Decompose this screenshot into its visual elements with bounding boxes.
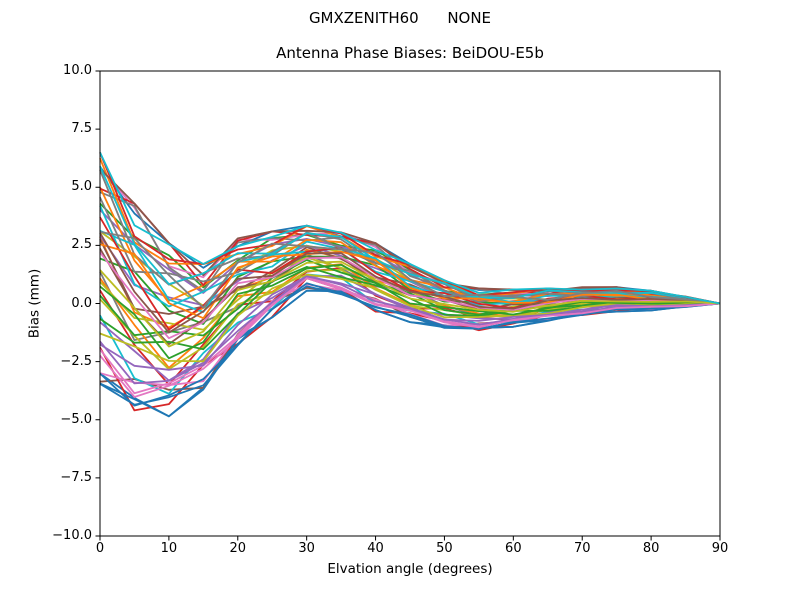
axes-spines <box>99 70 721 537</box>
bias-line <box>99 282 721 407</box>
x-tick-label: 90 <box>711 541 729 556</box>
figure-suptitle: GMXZENITH60 NONE <box>308 9 492 27</box>
bias-line <box>99 277 721 398</box>
y-tick-label: 0.0 <box>71 295 92 311</box>
bias-line <box>99 167 721 305</box>
bias-line <box>99 243 721 320</box>
bias-line <box>99 231 721 309</box>
y-tick-label: −7.5 <box>60 469 92 485</box>
x-tick-label: 80 <box>642 541 660 556</box>
x-tick-label: 50 <box>436 541 453 556</box>
bias-line <box>99 152 721 305</box>
axes-title: Antenna Phase Biases: BeiDOU-E5b <box>276 44 544 62</box>
y-tick-label: 5.0 <box>71 179 92 195</box>
bias-line <box>99 289 721 418</box>
axis-ticks <box>95 70 721 541</box>
x-tick-label: 60 <box>505 541 522 556</box>
y-tick-label: 7.5 <box>71 121 92 137</box>
x-tick-label: 10 <box>160 541 178 556</box>
bias-line <box>99 165 721 305</box>
y-tick-label: 2.5 <box>71 237 92 253</box>
y-tick-label: −10.0 <box>52 528 92 543</box>
bias-line <box>99 232 721 334</box>
bias-line <box>99 275 721 371</box>
x-tick-label: 70 <box>573 541 591 556</box>
y-tick-label: −2.5 <box>60 353 92 369</box>
x-tick-label: 40 <box>367 541 384 556</box>
y-tick-label: 10.0 <box>63 63 92 78</box>
x-axis-label: Elvation angle (degrees) <box>327 561 493 577</box>
x-tick-label: 20 <box>229 541 247 556</box>
x-tick-label: 0 <box>95 541 105 556</box>
bias-line <box>99 205 721 308</box>
x-tick-label: 30 <box>298 541 315 556</box>
bias-line <box>99 263 721 360</box>
bias-lines <box>99 152 721 418</box>
y-tick-label: −5.0 <box>60 411 92 427</box>
bias-line <box>99 260 721 348</box>
